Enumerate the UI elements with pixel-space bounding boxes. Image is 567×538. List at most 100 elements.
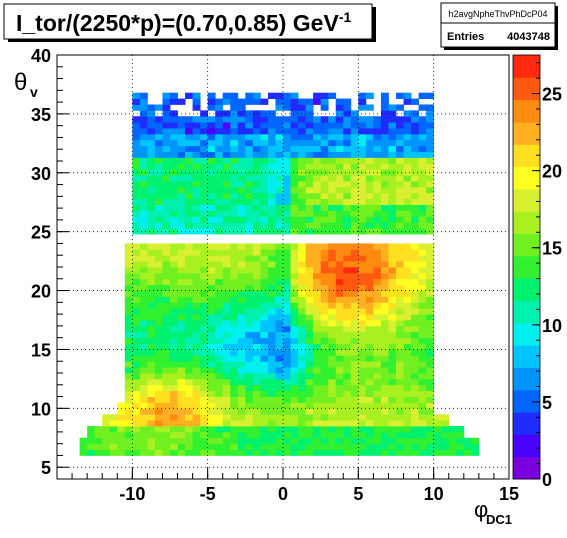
heatmap-cell [320,98,329,105]
heatmap-cell [350,181,359,188]
heatmap-cell [200,402,209,409]
heatmap-cell [267,198,276,205]
heatmap-cell [139,243,148,250]
heatmap-cell [162,396,171,403]
heatmap-cell [177,290,186,297]
heatmap-cell [305,151,314,158]
heatmap-cell [260,116,269,123]
heatmap-cell [403,110,412,117]
heatmap-cell [252,384,261,392]
heatmap-cell [418,151,427,158]
heatmap-cell [154,216,163,223]
heatmap-cell [192,186,201,194]
heatmap-cell [245,128,254,135]
heatmap-cell [426,320,435,327]
heatmap-cell [154,349,163,356]
heatmap-cell [396,181,404,188]
heatmap-cell [260,175,269,182]
heatmap-cell [222,431,231,439]
heatmap-cell [260,349,269,356]
heatmap-cell [313,437,322,445]
heatmap-cell [132,92,141,99]
heatmap-cell [260,255,269,262]
stats-box [440,2,556,48]
heatmap-cell [162,337,171,344]
heatmap-cell [147,308,156,315]
heatmap-cell [380,198,389,205]
heatmap-cell [283,331,291,339]
heatmap-cell [343,349,352,356]
heatmap-cell [170,145,178,152]
heatmap-cell [162,361,171,368]
heatmap-cell [448,437,457,445]
heatmap-cell [132,157,141,164]
heatmap-cell [335,255,344,262]
heatmap-cell [380,186,389,194]
heatmap-cell [192,373,201,380]
heatmap-cell [403,222,412,229]
heatmap-cell [139,449,148,456]
heatmap-cell [162,420,171,427]
heatmap-cell [305,373,314,380]
heatmap-cell [162,349,171,356]
heatmap-cell [275,337,284,344]
heatmap-cell [102,420,111,427]
heatmap-cell [237,373,246,380]
heatmap-cell [418,157,427,164]
heatmap-cell [192,145,201,152]
heatmap-cell [154,396,163,403]
heatmap-cell [230,128,239,135]
heatmap-cell [365,210,374,217]
heatmap-cell [350,284,359,291]
heatmap-cell [403,443,412,450]
heatmap-cell [162,384,171,392]
heatmap-cell [305,426,314,433]
heatmap-cell [343,145,352,152]
heatmap-cell [185,420,193,427]
heatmap-cell [215,145,224,152]
heatmap-cell [380,355,389,362]
heatmap-cell [192,243,201,250]
heatmap-cell [343,290,352,297]
heatmap-cell [313,116,322,123]
heatmap-cell [298,104,306,111]
heatmap-cell [290,355,299,362]
heatmap-cell [260,449,269,456]
heatmap-cell [200,361,209,368]
heatmap-cell [320,157,329,164]
heatmap-cell [192,449,201,456]
heatmap-cell [290,367,299,374]
heatmap-cell [154,367,163,374]
heatmap-cell [267,228,276,235]
heatmap-cell [411,396,419,403]
heatmap-cell [343,325,352,333]
heatmap-cell [162,181,171,188]
heatmap-cell [177,408,186,415]
heatmap-cell [154,139,163,147]
heatmap-cell [411,267,419,274]
heatmap-cell [380,331,389,339]
heatmap-cell [222,378,231,386]
heatmap-cell [252,414,261,421]
heatmap-cell [290,408,299,415]
heatmap-cell [328,122,337,129]
heatmap-cell [200,255,209,262]
heatmap-cell [267,426,276,433]
heatmap-cell [373,278,382,286]
heatmap-cell [275,261,284,268]
heatmap-cell [124,267,133,274]
heatmap-cell [350,278,359,286]
heatmap-cell [109,449,118,456]
heatmap-cell [215,355,224,362]
color-scale-swatch [513,166,540,190]
heatmap-cell [411,204,419,211]
heatmap-cell [373,255,382,262]
heatmap-cell [396,116,404,123]
heatmap-cell [267,249,276,256]
heatmap-cell [305,337,314,344]
heatmap-cell [403,198,412,205]
heatmap-cell [192,255,201,262]
heatmap-cell [283,437,291,445]
heatmap-cell [245,420,254,427]
heatmap-cell [245,116,254,123]
